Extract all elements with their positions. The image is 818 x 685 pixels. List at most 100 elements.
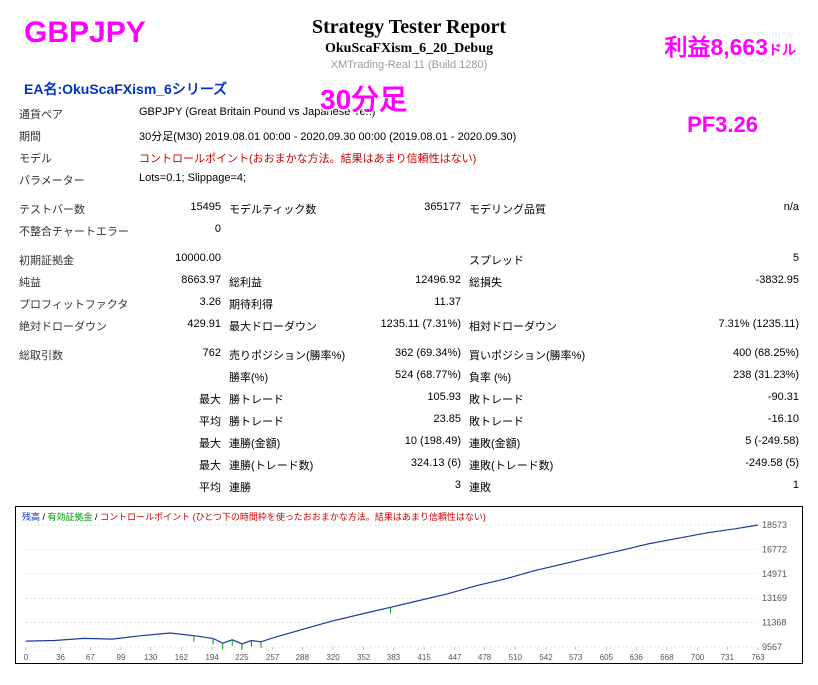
svg-text:447: 447 — [448, 653, 462, 662]
lossrate-label: 負率 (%) — [465, 366, 605, 388]
avg-label-2: 平均 — [135, 476, 225, 498]
absdd-label: 絶対ドローダウン — [15, 315, 135, 337]
conslosstrades-value: -249.58 (5) — [605, 454, 803, 476]
deposit-label: 初期証拠金 — [15, 242, 135, 271]
svg-text:510: 510 — [509, 653, 523, 662]
avgwin-label: 勝トレード — [225, 410, 365, 432]
consloss-label: 連敗(金額) — [465, 432, 605, 454]
svg-text:700: 700 — [691, 653, 705, 662]
mismatch-label: 不整合チャートエラー — [15, 220, 135, 242]
overlay-profit-amount: 利益8,663 — [664, 34, 768, 60]
ticks-label: モデルティック数 — [225, 191, 365, 220]
trades-label: 総取引数 — [15, 337, 135, 366]
overlay-timeframe: 30分足 — [320, 78, 407, 118]
max-label-1: 最大 — [135, 388, 225, 410]
deposit-value: 10000.00 — [135, 242, 225, 271]
svg-text:130: 130 — [144, 653, 158, 662]
svg-text:257: 257 — [266, 653, 280, 662]
mismatch-value: 0 — [135, 220, 225, 242]
conswin-value: 10 (198.49) — [365, 432, 465, 454]
testbars-value: 15495 — [135, 191, 225, 220]
equity-svg: 1857316772149711316911368956703667991301… — [16, 507, 802, 663]
spread-value: 5 — [605, 242, 803, 271]
wintrade-label: 勝トレード — [225, 388, 365, 410]
expected-label: 期待利得 — [225, 293, 365, 315]
quality-value: n/a — [605, 191, 803, 220]
quality-label: モデリング品質 — [465, 191, 605, 220]
svg-text:415: 415 — [417, 653, 431, 662]
consloss-value: 5 (-249.58) — [605, 432, 803, 454]
pair-label: 通貨ペア — [15, 103, 135, 125]
netprofit-value: 8663.97 — [135, 271, 225, 293]
pf-value: 3.26 — [135, 293, 225, 315]
short-label: 売りポジション(勝率%) — [225, 337, 365, 366]
model-value: コントロールポイント(おおまかな方法。結果はあまり信頼性はない) — [135, 147, 803, 169]
reldd-label: 相対ドローダウン — [465, 315, 605, 337]
overlay-gbpjpy: GBPJPY — [24, 16, 146, 50]
svg-text:162: 162 — [175, 653, 189, 662]
maxdd-label: 最大ドローダウン — [225, 315, 365, 337]
avg-label-1: 平均 — [135, 410, 225, 432]
lossrate-value: 238 (31.23%) — [605, 366, 803, 388]
conswintrades-label: 連勝(トレード数) — [225, 454, 365, 476]
param-value: Lots=0.1; Slippage=4; — [135, 169, 803, 191]
svg-text:16772: 16772 — [762, 544, 787, 554]
long-label: 買いポジション(勝率%) — [465, 337, 605, 366]
trades-value: 762 — [135, 337, 225, 366]
grossprofit-value: 12496.92 — [365, 271, 465, 293]
short-value: 362 (69.34%) — [365, 337, 465, 366]
svg-text:36: 36 — [56, 653, 65, 662]
grossloss-label: 総損失 — [465, 271, 605, 293]
param-label: パラメーター — [15, 169, 135, 191]
losstrade-value: -90.31 — [605, 388, 803, 410]
svg-text:9567: 9567 — [762, 642, 782, 652]
info-table: 通貨ペア GBPJPY (Great Britain Pound vs Japa… — [15, 103, 803, 498]
netprofit-label: 純益 — [15, 271, 135, 293]
svg-text:99: 99 — [117, 653, 126, 662]
avgconsloss-value: 1 — [605, 476, 803, 498]
overlay-pf: PF3.26 — [687, 112, 758, 138]
svg-text:0: 0 — [24, 653, 29, 662]
testbars-label: テストバー数 — [15, 191, 135, 220]
svg-text:668: 668 — [660, 653, 674, 662]
losstrade-label: 敗トレード — [465, 388, 605, 410]
svg-text:18573: 18573 — [762, 520, 787, 530]
svg-text:573: 573 — [569, 653, 583, 662]
grossprofit-label: 総利益 — [225, 271, 365, 293]
svg-text:194: 194 — [205, 653, 219, 662]
svg-text:14971: 14971 — [762, 569, 787, 579]
svg-text:636: 636 — [629, 653, 643, 662]
svg-text:478: 478 — [478, 653, 492, 662]
svg-text:731: 731 — [721, 653, 735, 662]
svg-text:383: 383 — [387, 653, 401, 662]
conswin-label: 連勝(金額) — [225, 432, 365, 454]
avgwin-value: 23.85 — [365, 410, 465, 432]
svg-text:11368: 11368 — [762, 618, 786, 628]
reldd-value: 7.31% (1235.11) — [605, 315, 803, 337]
svg-text:605: 605 — [600, 653, 614, 662]
svg-text:288: 288 — [296, 653, 310, 662]
wintrade-value: 105.93 — [365, 388, 465, 410]
expected-value: 11.37 — [365, 293, 465, 315]
conswintrades-value: 324.13 (6) — [365, 454, 465, 476]
model-label: モデル — [15, 147, 135, 169]
svg-text:352: 352 — [357, 653, 371, 662]
avgconswin-label: 連勝 — [225, 476, 365, 498]
avgloss-label: 敗トレード — [465, 410, 605, 432]
winrate-label: 勝率(%) — [225, 366, 365, 388]
ticks-value: 365177 — [365, 191, 465, 220]
absdd-value: 429.91 — [135, 315, 225, 337]
svg-text:763: 763 — [751, 653, 765, 662]
grossloss-value: -3832.95 — [605, 271, 803, 293]
max-label-2: 最大 — [135, 432, 225, 454]
svg-text:542: 542 — [539, 653, 553, 662]
long-value: 400 (68.25%) — [605, 337, 803, 366]
winrate-value: 524 (68.77%) — [365, 366, 465, 388]
avgconswin-value: 3 — [365, 476, 465, 498]
conslosstrades-label: 連敗(トレード数) — [465, 454, 605, 476]
equity-chart: 残高 / 有効証拠金 / コントロールポイント (ひとつ下の時間枠を使ったおおま… — [15, 506, 803, 664]
maxdd-value: 1235.11 (7.31%) — [365, 315, 465, 337]
avgconsloss-label: 連敗 — [465, 476, 605, 498]
svg-text:225: 225 — [235, 653, 249, 662]
ea-name-label: EA名:OkuScaFXism_6シリーズ — [24, 79, 818, 99]
